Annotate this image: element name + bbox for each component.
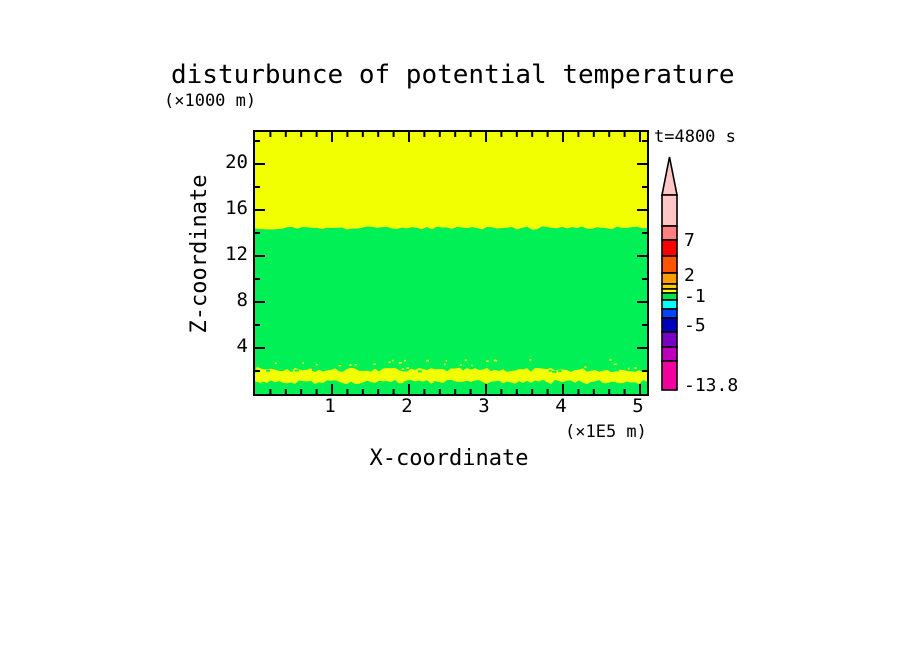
colorbar-label: 2 (684, 265, 695, 287)
y-tick-label: 16 (204, 198, 248, 218)
colorbar-label: 7 (684, 230, 695, 252)
x-tick-label: 2 (387, 396, 427, 416)
colorbar-label: -1 (684, 286, 706, 308)
x-axis-title: X-coordinate (253, 446, 645, 471)
x-tick-label: 5 (618, 396, 658, 416)
y-tick-label: 8 (204, 290, 248, 310)
colorbar-label: -5 (684, 315, 706, 337)
plot-area (253, 130, 649, 396)
x-tick-label: 1 (310, 396, 350, 416)
y-axis-units: (×1000 m) (164, 91, 256, 111)
chart-title: disturbunce of potential temperature (171, 60, 735, 90)
y-tick-label: 12 (204, 244, 248, 264)
y-tick-label: 20 (204, 152, 248, 172)
y-tick-label: 4 (204, 336, 248, 356)
colorbar (653, 150, 753, 400)
x-tick-label: 3 (464, 396, 504, 416)
colorbar-label: -13.8 (684, 375, 738, 397)
figure-canvas: disturbunce of potential temperature (×1… (0, 0, 904, 654)
time-annotation: t=4800 s (654, 127, 736, 147)
x-tick-label: 4 (541, 396, 581, 416)
x-axis-units: (×1E5 m) (565, 422, 647, 442)
temperature-field (255, 132, 647, 394)
